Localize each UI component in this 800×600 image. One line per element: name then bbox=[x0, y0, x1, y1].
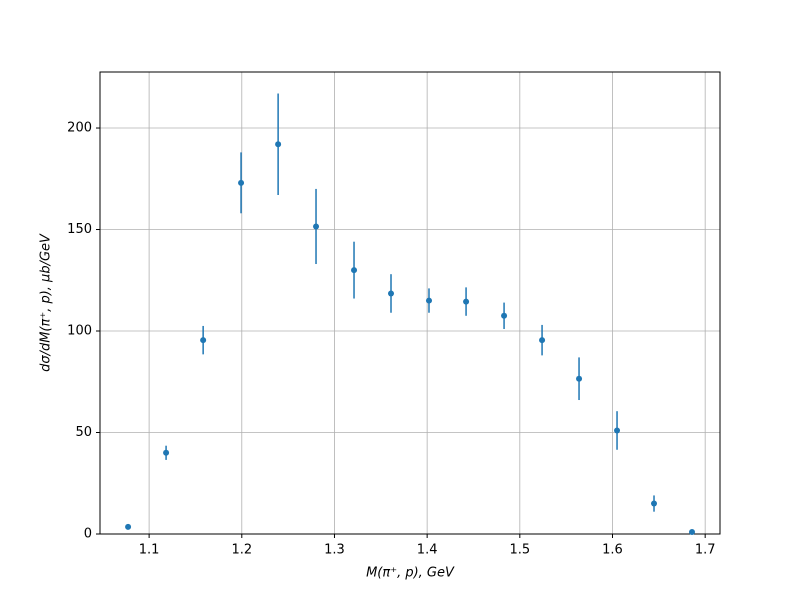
y-tick-label: 200 bbox=[67, 121, 92, 136]
data-point bbox=[576, 375, 583, 382]
x-tick-label: 1.5 bbox=[509, 543, 530, 558]
data-point bbox=[651, 500, 658, 507]
data-point bbox=[200, 337, 207, 344]
x-tick-label: 1.2 bbox=[231, 543, 252, 558]
data-point bbox=[463, 298, 470, 305]
data-point bbox=[539, 337, 546, 344]
x-tick-label: 1.6 bbox=[602, 543, 623, 558]
data-point bbox=[313, 223, 320, 230]
y-axis-label: dσ/dM(π⁺, p), μb/GeV bbox=[39, 233, 54, 372]
data-point bbox=[163, 449, 170, 456]
x-axis-label: M(π⁺, p), GeV bbox=[366, 566, 455, 581]
data-point bbox=[388, 290, 395, 297]
x-tick-label: 1.1 bbox=[139, 543, 160, 558]
y-tick-label: 100 bbox=[67, 324, 92, 339]
data-point bbox=[501, 312, 508, 319]
plot-frame bbox=[99, 71, 721, 535]
x-tick-label: 1.3 bbox=[324, 543, 345, 558]
data-point bbox=[351, 267, 358, 274]
y-tick-label: 0 bbox=[84, 527, 92, 542]
data-point bbox=[275, 141, 282, 148]
data-point bbox=[689, 528, 696, 535]
x-tick-label: 1.4 bbox=[417, 543, 438, 558]
data-point bbox=[238, 179, 245, 186]
x-tick-label: 1.7 bbox=[695, 543, 716, 558]
y-tick-label: 150 bbox=[67, 222, 92, 237]
data-point bbox=[614, 427, 621, 434]
data-point bbox=[125, 523, 132, 530]
y-tick-label: 50 bbox=[75, 425, 92, 440]
data-point bbox=[425, 297, 432, 304]
